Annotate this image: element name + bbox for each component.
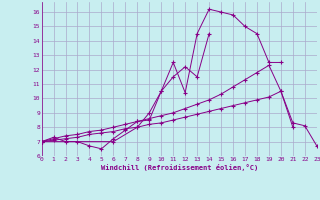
X-axis label: Windchill (Refroidissement éolien,°C): Windchill (Refroidissement éolien,°C) [100, 164, 258, 171]
